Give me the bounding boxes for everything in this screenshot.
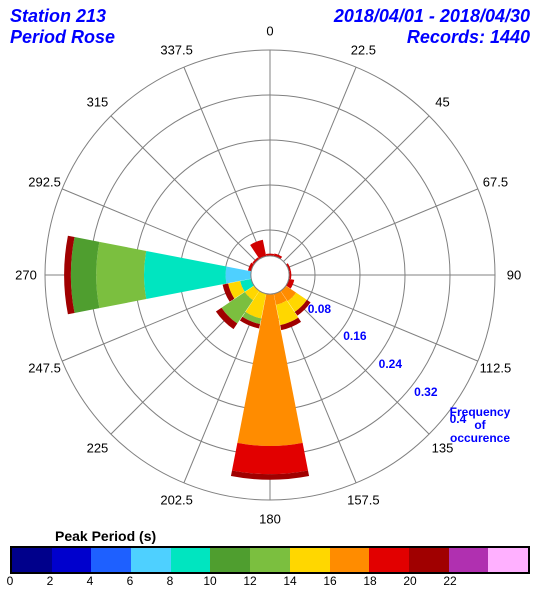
legend-ticks: 0 2 4 6 8 10 12 14 16 18 20 22 bbox=[10, 574, 530, 590]
angle-tick-label: 292.5 bbox=[28, 174, 61, 189]
legend-segment bbox=[290, 548, 330, 572]
angle-tick-label: 112.5 bbox=[480, 361, 512, 376]
legend-segment bbox=[171, 548, 211, 572]
legend-tick-label: 8 bbox=[167, 574, 174, 588]
angle-tick-label: 315 bbox=[87, 95, 109, 110]
legend-tick-label: 20 bbox=[403, 574, 416, 588]
legend-segment bbox=[449, 548, 489, 572]
legend-tick-label: 0 bbox=[7, 574, 14, 588]
angle-tick-label: 22.5 bbox=[351, 42, 376, 57]
angle-tick-label: 247.5 bbox=[28, 361, 61, 376]
legend-tick-label: 18 bbox=[363, 574, 376, 588]
legend-segment bbox=[488, 548, 528, 572]
legend-tick-label: 6 bbox=[127, 574, 134, 588]
legend-segment bbox=[52, 548, 92, 572]
legend-title: Peak Period (s) bbox=[55, 528, 540, 544]
freq-ring-label: 0.08 bbox=[308, 302, 331, 316]
angle-tick-label: 90 bbox=[507, 268, 521, 283]
legend-segment bbox=[409, 548, 449, 572]
legend-tick-label: 22 bbox=[443, 574, 456, 588]
freq-of-occurrence-label: Frequencyofoccurence bbox=[440, 406, 520, 446]
angle-tick-label: 0 bbox=[266, 24, 273, 39]
legend-tick-label: 16 bbox=[323, 574, 336, 588]
legend-tick-label: 10 bbox=[203, 574, 216, 588]
legend: Peak Period (s) 0 2 4 6 8 10 12 14 16 18 20 22 bbox=[0, 528, 540, 590]
legend-segment bbox=[210, 548, 250, 572]
legend-tick-label: 14 bbox=[283, 574, 296, 588]
angle-tick-label: 337.5 bbox=[160, 42, 193, 57]
angle-tick-label: 270 bbox=[15, 268, 37, 283]
angle-tick-label: 225 bbox=[87, 440, 109, 455]
legend-segment bbox=[330, 548, 370, 572]
freq-ring-label: 0.24 bbox=[379, 357, 402, 371]
angle-tick-label: 45 bbox=[435, 95, 449, 110]
legend-segment bbox=[91, 548, 131, 572]
legend-segment bbox=[250, 548, 290, 572]
angle-tick-label: 67.5 bbox=[483, 174, 508, 189]
legend-segment bbox=[369, 548, 409, 572]
angle-tick-label: 202.5 bbox=[160, 493, 193, 508]
legend-tick-label: 12 bbox=[243, 574, 256, 588]
freq-ring-label: 0.32 bbox=[414, 385, 437, 399]
angle-tick-label: 157.5 bbox=[347, 493, 380, 508]
legend-segment bbox=[131, 548, 171, 572]
rose-chart bbox=[0, 0, 540, 530]
legend-segment bbox=[12, 548, 52, 572]
legend-tick-label: 2 bbox=[47, 574, 54, 588]
legend-colorbar bbox=[10, 546, 530, 574]
angle-tick-label: 180 bbox=[259, 512, 281, 527]
page-root: Station 213 Period Rose 2018/04/01 - 201… bbox=[0, 0, 540, 600]
freq-ring-label: 0.16 bbox=[343, 329, 366, 343]
legend-tick-label: 4 bbox=[87, 574, 94, 588]
